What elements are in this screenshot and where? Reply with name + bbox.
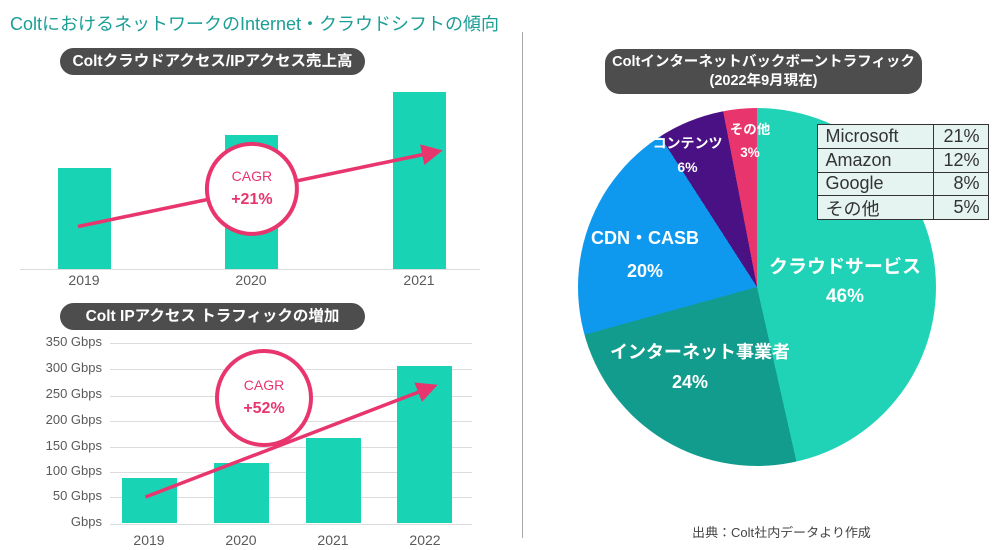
svg-text:+52%: +52% [243, 400, 284, 417]
svg-text:CAGR: CAGR [244, 377, 284, 393]
